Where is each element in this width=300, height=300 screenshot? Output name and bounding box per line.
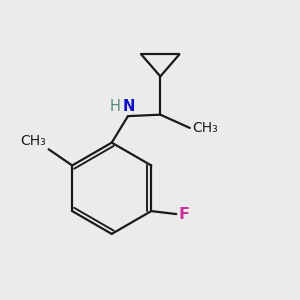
Text: H: H xyxy=(110,99,121,114)
Text: CH₃: CH₃ xyxy=(192,121,218,135)
Text: N: N xyxy=(123,99,135,114)
Text: F: F xyxy=(178,206,190,221)
Text: CH₃: CH₃ xyxy=(20,134,46,148)
